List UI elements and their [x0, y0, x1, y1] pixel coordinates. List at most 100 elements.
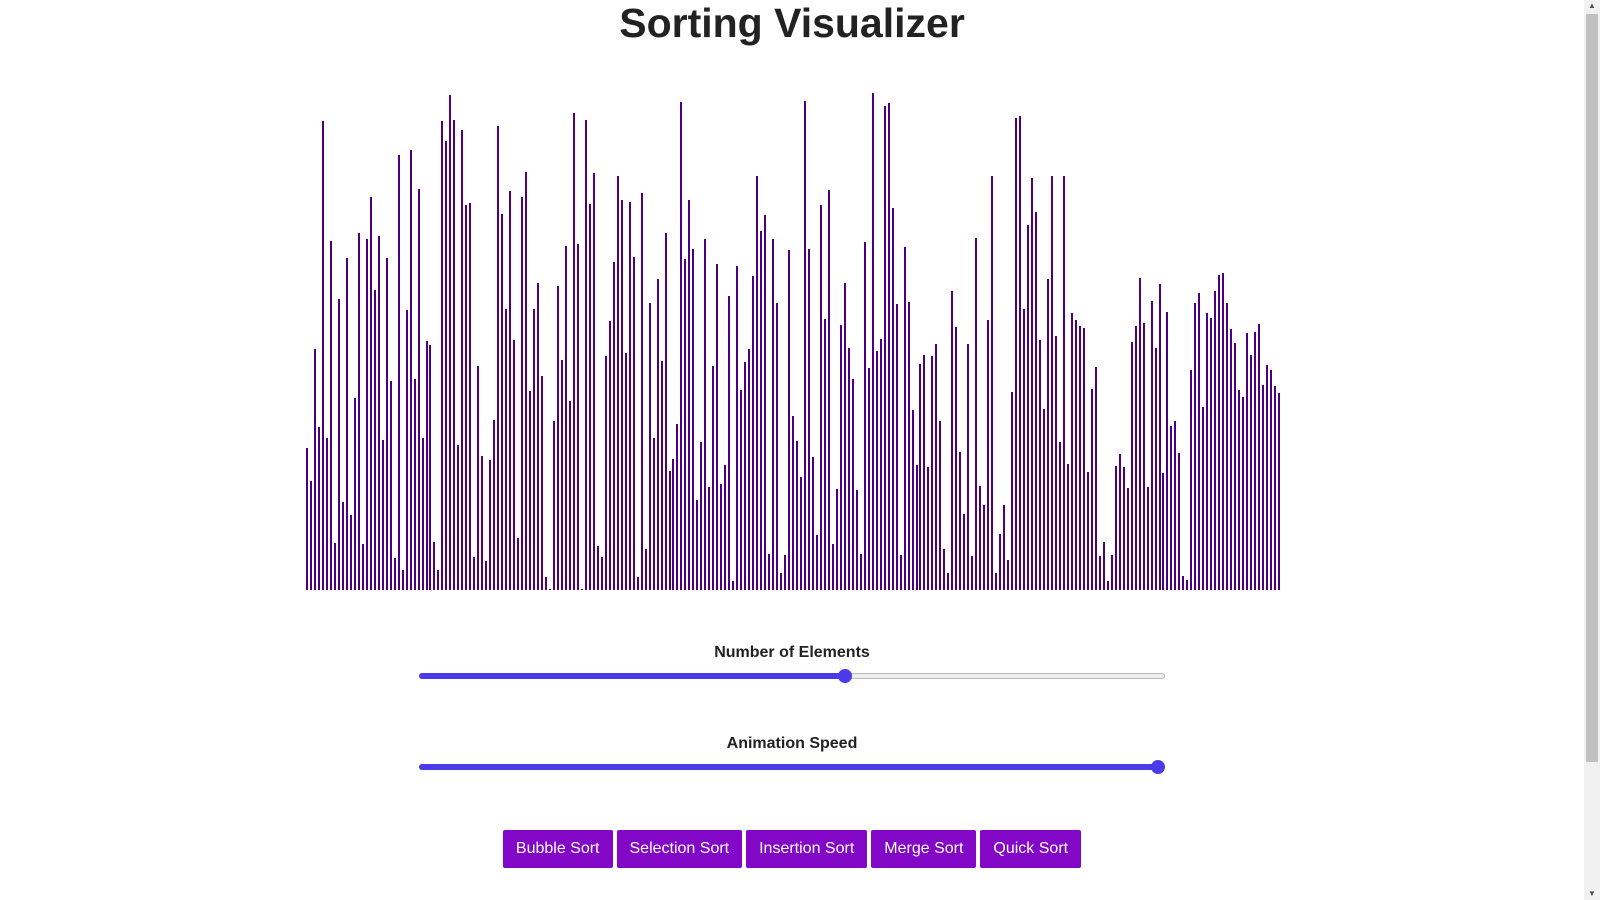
array-bar — [1246, 333, 1249, 590]
array-bar — [1066, 464, 1069, 590]
array-bar — [477, 366, 480, 590]
scrollbar-thumb[interactable] — [1586, 14, 1598, 762]
selection-sort-button[interactable]: Selection Sort — [616, 830, 743, 868]
array-bar — [552, 421, 555, 590]
array-bar — [1062, 176, 1065, 590]
array-bar — [644, 549, 647, 590]
array-bar — [1278, 393, 1281, 590]
array-bar — [1194, 303, 1197, 590]
array-bar — [704, 239, 707, 590]
array-bar — [987, 320, 990, 590]
array-bar — [493, 420, 496, 590]
merge-sort-button[interactable]: Merge Sort — [871, 830, 977, 868]
array-bar — [345, 258, 348, 590]
array-bar — [652, 438, 655, 590]
array-bar — [752, 276, 755, 590]
speed-slider[interactable] — [419, 760, 1165, 776]
array-bar — [1046, 279, 1049, 590]
array-bar — [1031, 178, 1034, 590]
bubble-sort-button[interactable]: Bubble Sort — [502, 830, 613, 868]
array-bar — [537, 283, 540, 590]
array-bar — [572, 113, 575, 590]
array-bar — [1058, 442, 1061, 590]
insertion-sort-button[interactable]: Insertion Sort — [746, 830, 868, 868]
array-bar — [620, 200, 623, 590]
array-bar — [907, 302, 910, 590]
array-bar — [413, 379, 416, 590]
array-bar — [999, 534, 1002, 590]
array-bar — [784, 555, 787, 590]
scroll-down-icon[interactable]: ▼ — [1588, 889, 1596, 898]
array-bar — [1218, 275, 1221, 590]
array-bar — [560, 360, 563, 590]
array-bar — [1174, 421, 1177, 590]
array-bar — [943, 549, 946, 590]
speed-control: Animation Speed — [0, 734, 1584, 776]
array-bar — [1206, 313, 1209, 590]
array-bar — [1186, 580, 1189, 590]
array-bar — [963, 514, 966, 590]
array-bar — [568, 401, 571, 590]
array-bar — [357, 233, 360, 590]
vertical-scrollbar[interactable]: ▲ ▼ — [1584, 0, 1600, 900]
array-bar — [811, 457, 814, 590]
array-bar — [317, 427, 320, 590]
array-bar — [469, 203, 472, 590]
array-bar — [915, 465, 918, 590]
array-bar — [1090, 389, 1093, 590]
array-bar — [1086, 472, 1089, 590]
speed-slider-thumb[interactable] — [1151, 760, 1165, 774]
array-bar — [708, 487, 711, 590]
array-bar — [545, 577, 548, 590]
array-bar — [457, 445, 460, 590]
array-bar — [529, 391, 532, 590]
array-bar — [672, 459, 675, 590]
array-bar — [576, 244, 579, 590]
array-bar — [1214, 291, 1217, 590]
array-bar — [1154, 348, 1157, 590]
array-bar — [1122, 467, 1125, 590]
array-bar — [1098, 556, 1101, 590]
array-bar — [1178, 453, 1181, 590]
scroll-up-icon[interactable]: ▲ — [1588, 1, 1596, 10]
array-bar — [1054, 336, 1057, 590]
array-bar — [839, 325, 842, 590]
array-bar — [935, 344, 938, 590]
array-bar — [756, 176, 759, 590]
elements-slider[interactable] — [419, 669, 1165, 685]
array-bar — [1126, 488, 1129, 590]
array-bar — [744, 362, 747, 590]
array-bar — [381, 440, 384, 590]
array-bar — [728, 296, 731, 590]
array-bar — [855, 490, 858, 590]
array-bar — [931, 356, 934, 590]
array-bar — [1134, 326, 1137, 590]
array-bar — [1114, 466, 1117, 590]
array-bar — [1242, 397, 1245, 590]
elements-slider-thumb[interactable] — [838, 669, 852, 683]
array-bar — [481, 456, 484, 590]
array-bar — [1106, 581, 1109, 590]
array-bar — [505, 309, 508, 590]
array-bar — [1050, 176, 1053, 590]
array-bar — [732, 581, 735, 590]
array-bar — [608, 321, 611, 590]
array-bar — [903, 247, 906, 590]
array-bar — [584, 120, 587, 590]
speed-label: Animation Speed — [726, 735, 858, 752]
quick-sort-button[interactable]: Quick Sort — [980, 830, 1082, 868]
array-bar — [1170, 426, 1173, 590]
array-bar — [1078, 326, 1081, 590]
array-bar — [819, 205, 822, 590]
array-bar — [445, 141, 448, 590]
elements-control: Number of Elements — [0, 643, 1584, 685]
array-bar — [955, 327, 958, 590]
array-bar — [947, 573, 950, 590]
array-bar — [465, 205, 468, 590]
array-bar — [1027, 225, 1030, 590]
array-bar — [1250, 355, 1253, 590]
array-bar — [740, 390, 743, 590]
elements-label: Number of Elements — [714, 644, 870, 661]
array-bar — [851, 379, 854, 590]
